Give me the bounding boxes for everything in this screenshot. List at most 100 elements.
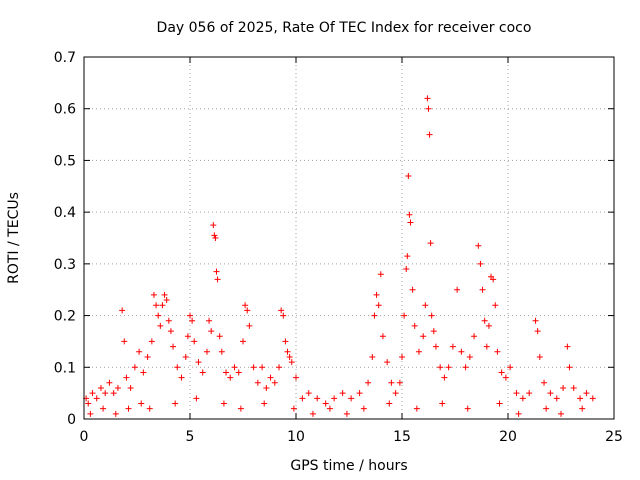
data-point [494,348,501,355]
data-point [271,379,278,386]
data-point [583,390,590,397]
data-point [401,312,408,319]
data-point [532,317,539,324]
data-point [560,384,567,391]
data-point [97,384,104,391]
data-point [420,333,427,340]
y-tick-label: 0 [67,412,76,428]
data-point [379,333,386,340]
data-point [479,286,486,293]
data-point [424,95,431,102]
data-point [411,322,418,329]
data-point [426,131,433,138]
data-point [369,353,376,360]
data-point [425,105,432,112]
data-point [407,219,414,226]
data-point [449,343,456,350]
y-axis-label: ROTI / TECUs [6,192,22,284]
y-tick-label: 0.5 [54,153,76,169]
data-point [513,390,520,397]
data-point [140,369,147,376]
data-point [475,242,482,249]
data-point [127,384,134,391]
data-point [278,307,285,314]
data-point [210,222,217,229]
data-point [566,364,573,371]
data-point [432,343,439,350]
data-point [148,338,155,345]
data-point [165,317,172,324]
x-tick-label: 0 [80,429,89,445]
data-point [322,400,329,407]
data-point [136,348,143,355]
data-point [331,395,338,402]
data-point [235,369,242,376]
y-tick-label: 0.2 [54,309,76,325]
data-point [343,410,350,417]
y-tick-label: 0.6 [54,102,76,118]
data-point [481,317,488,324]
x-tick-label: 20 [499,429,517,445]
data-point [138,400,145,407]
data-point [427,240,434,247]
data-point [110,390,117,397]
data-point [100,405,107,412]
data-point [125,405,132,412]
data-point [246,322,253,329]
data-point [471,333,478,340]
data-point [403,266,410,273]
data-point [227,374,234,381]
data-point [388,379,395,386]
chart-title: Day 056 of 2025, Rate Of TEC Index for r… [157,20,532,36]
data-point [430,328,437,335]
x-tick-label: 15 [393,429,411,445]
data-point [155,312,162,319]
data-point [477,260,484,267]
data-point [413,405,420,412]
data-point [146,405,153,412]
data-point [392,390,399,397]
data-point [237,405,244,412]
data-point [259,364,266,371]
data-point [570,384,577,391]
data-point [267,374,274,381]
grid-lines [84,57,614,419]
data-point [87,410,94,417]
data-point [564,343,571,350]
y-tick-label: 0.7 [54,50,76,66]
y-tick-label: 0.1 [54,360,76,376]
data-point [541,379,548,386]
data-point [203,348,210,355]
data-point [161,291,168,298]
data-point [102,390,109,397]
data-point [492,302,499,309]
data-point [218,348,225,355]
data-point [375,302,382,309]
data-point [445,364,452,371]
data-point [371,312,378,319]
data-point [195,359,202,366]
data-point [276,364,283,371]
data-point [212,235,219,241]
x-tick-label: 5 [186,429,195,445]
data-point [485,322,492,329]
data-point [543,405,550,412]
data-point [282,338,289,345]
data-point [534,328,541,335]
data-point [454,286,461,293]
data-point [106,379,113,386]
data-point [386,400,393,407]
data-point [293,374,299,381]
data-point [464,405,471,412]
data-point [458,348,465,355]
data-point [89,390,96,397]
data-point [159,302,166,309]
data-point [483,343,490,350]
data-point [519,395,526,402]
data-point [409,286,416,293]
data-point [399,353,405,360]
data-point [462,364,469,371]
data-point [208,328,215,335]
data-point [220,400,227,407]
data-point [223,369,230,376]
